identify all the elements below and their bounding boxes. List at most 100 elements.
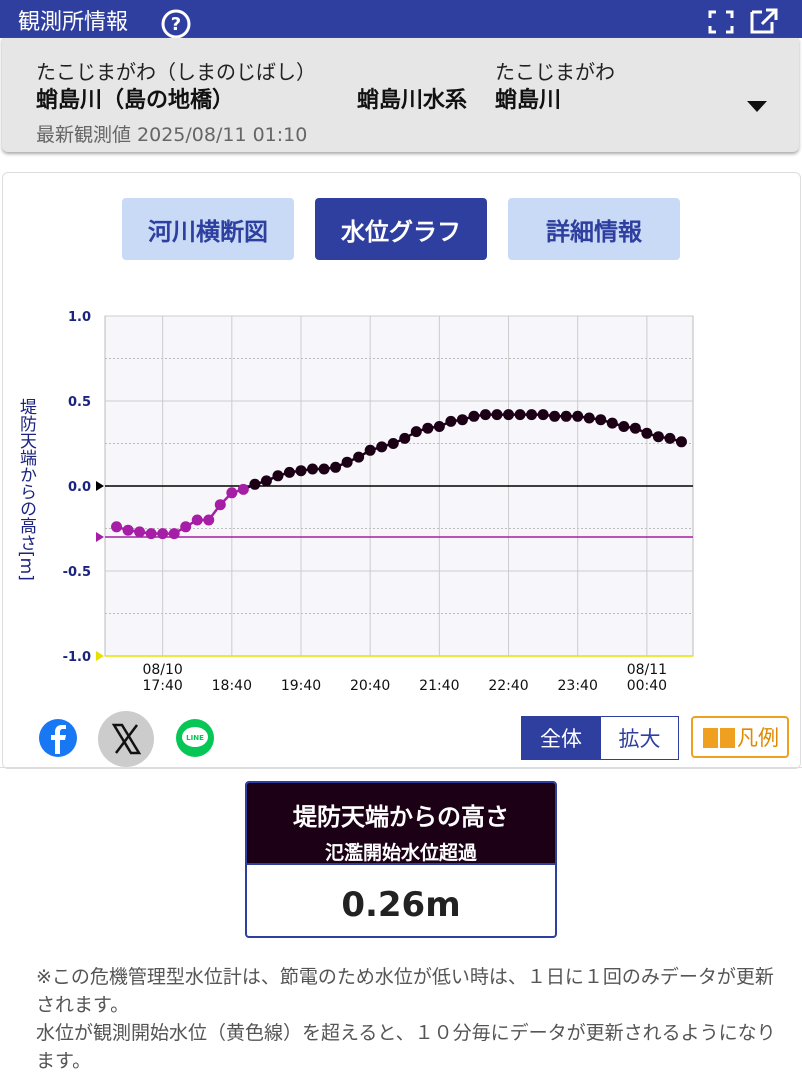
panel-status: 氾濫開始水位超過 (324, 842, 477, 864)
help-icon[interactable]: ? (160, 8, 192, 40)
tab-active[interactable]: 水位グラフ (315, 198, 487, 260)
x-tick-label: 22:40 (488, 678, 528, 694)
data-point (226, 487, 238, 499)
data-point (249, 478, 261, 490)
data-point (168, 528, 180, 540)
data-point (111, 521, 123, 533)
note: ※この危機管理型水位計は、節電のため水位が低い時は、１日に１回のみデータが更新さ… (36, 963, 786, 1075)
x-tick-label: 23:40 (558, 678, 598, 694)
data-point (445, 415, 457, 427)
data-point (387, 438, 399, 449)
note-line: ※この危機管理型水位計は、節電のため水位が低い時は、１日に１回のみデータが更新さ… (36, 966, 774, 1016)
zoom-all-button[interactable]: 全体 (521, 716, 601, 760)
data-point (664, 432, 676, 444)
station-box[interactable]: たこじまがわ（しまのじばし） 蛸島川（島の地橋） 蛸島川水系 たこじまがわ 蛸島… (2, 38, 799, 152)
station-ruby: たこじまがわ（しまのじばし） (36, 60, 316, 84)
legend-button[interactable]: 凡例 (691, 716, 789, 758)
data-point (491, 409, 503, 421)
data-point (433, 421, 445, 432)
data-point (560, 410, 572, 422)
graph-card (2, 172, 801, 769)
data-point (422, 422, 434, 434)
x-tick-label: 18:40 (212, 678, 252, 694)
header-title: 観測所情報 (18, 10, 129, 35)
data-point (468, 410, 480, 422)
reference-marker (96, 532, 104, 542)
data-point (157, 528, 169, 540)
data-point (191, 514, 203, 526)
divider (0, 767, 802, 768)
data-point (364, 444, 376, 456)
data-point (237, 483, 249, 495)
data-point (318, 463, 330, 475)
data-point (122, 524, 134, 536)
y-tick-label: -0.5 (63, 565, 91, 580)
data-point (583, 412, 595, 424)
data-point (295, 465, 307, 477)
tab[interactable]: 詳細情報 (508, 198, 680, 260)
river-name: 蛸島川 (495, 88, 562, 113)
data-point (307, 463, 319, 475)
data-point (341, 456, 353, 468)
y-tick-label: 0.5 (68, 395, 91, 410)
svg-text:LINE: LINE (186, 734, 204, 742)
data-point (629, 422, 641, 434)
reference-marker (96, 651, 104, 661)
line-icon[interactable]: LINE (175, 718, 215, 758)
data-point (514, 409, 526, 421)
data-point (399, 432, 411, 444)
data-point (145, 528, 157, 540)
data-point (606, 417, 618, 429)
x-tick-label: 17:40 (142, 678, 182, 694)
panel-title: 堤防天端からの高さ (293, 803, 509, 831)
data-point (283, 466, 295, 478)
svg-text:?: ? (171, 14, 181, 35)
data-point (180, 521, 192, 533)
river-ruby: たこじまがわ (495, 60, 615, 84)
header: 観測所情報 ? (0, 0, 802, 40)
book-icon (703, 728, 735, 748)
data-point (526, 409, 538, 421)
latest-time: 最新観測値 2025/08/11 01:10 (36, 124, 308, 146)
data-point (652, 431, 664, 443)
zoom-in-button[interactable]: 拡大 (600, 716, 679, 760)
station-name: 蛸島川（島の地橋） (36, 88, 235, 113)
panel-header: 堤防天端からの高さ 氾濫開始水位超過 (247, 783, 555, 864)
data-point (260, 475, 272, 487)
x-tick-label: 20:40 (350, 678, 390, 694)
reference-marker (96, 481, 104, 491)
note-line: 水位が観測開始水位（黄色線）を超えると、１０分毎にデータが更新されるようになりま… (36, 1022, 776, 1072)
y-axis-label: 堤防天端からの高さ[m] (16, 398, 36, 581)
fullscreen-icon[interactable] (706, 8, 736, 36)
data-point (537, 409, 549, 421)
value-panel: 堤防天端からの高さ 氾濫開始水位超過 0.26m (245, 781, 557, 938)
data-point (595, 414, 607, 426)
x-tick-label: 21:40 (419, 678, 459, 694)
data-point (503, 409, 515, 421)
data-point (203, 514, 215, 526)
data-point (376, 441, 388, 453)
panel-value: 0.26m (247, 863, 555, 925)
x-tick-date: 08/10 (142, 662, 182, 678)
data-point (675, 436, 687, 448)
data-point (134, 526, 146, 538)
data-point (330, 461, 342, 473)
dropdown-arrow[interactable] (746, 100, 768, 114)
data-point (572, 410, 584, 422)
facebook-icon[interactable] (38, 718, 78, 758)
x-tick-date: 08/11 (627, 662, 667, 678)
data-point (272, 470, 284, 482)
x-icon[interactable] (97, 710, 155, 768)
data-point (549, 410, 561, 422)
data-point (214, 499, 226, 511)
data-point (353, 451, 365, 463)
data-point (641, 427, 653, 439)
data-point (479, 409, 491, 421)
y-tick-label: 0.0 (68, 480, 91, 495)
x-tick-label: 19:40 (281, 678, 321, 694)
y-tick-label: -1.0 (63, 650, 91, 665)
tab[interactable]: 河川横断図 (122, 198, 294, 260)
external-link-icon[interactable] (748, 6, 780, 36)
